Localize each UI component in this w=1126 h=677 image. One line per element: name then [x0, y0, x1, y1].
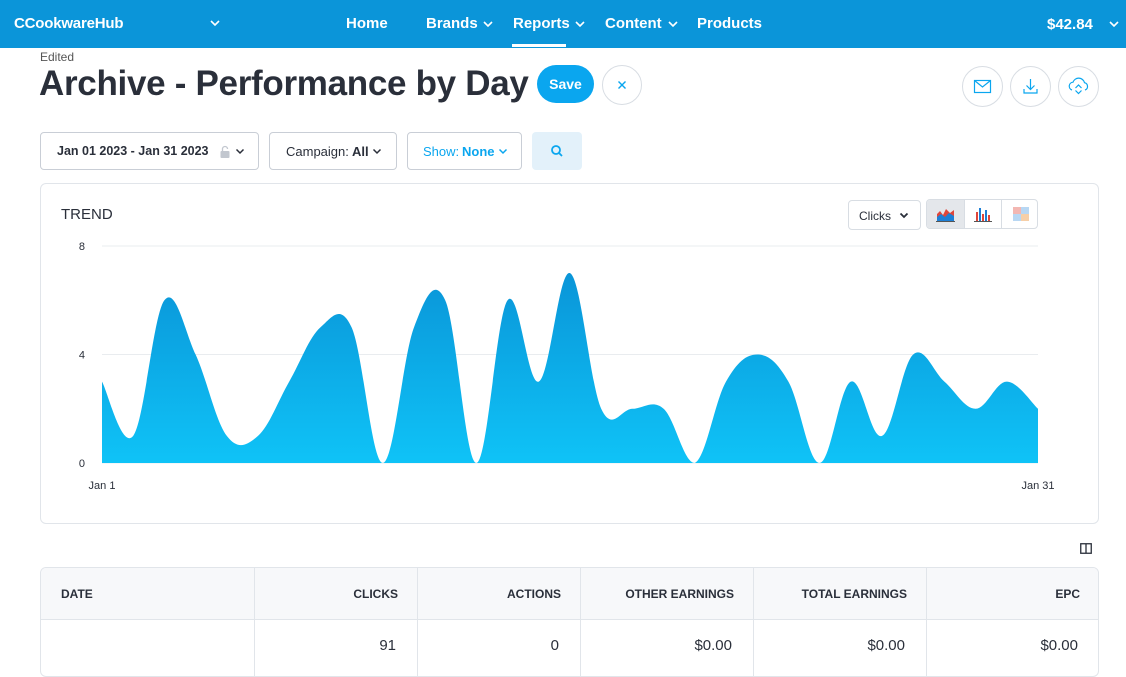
column-divider [926, 568, 927, 676]
discard-button[interactable] [602, 65, 642, 105]
campaign-filter-label: Campaign: [286, 144, 349, 159]
save-button[interactable]: Save [537, 65, 594, 103]
trend-chart: 0 4 8 Jan 1 Jan 31 [79, 241, 1055, 492]
column-header-clicks[interactable]: CLICKS [353, 587, 398, 601]
performance-table: DATE CLICKS ACTIONS OTHER EARNINGS TOTAL… [40, 567, 1099, 677]
cell-total-earnings: $0.00 [867, 637, 905, 654]
page-title: Archive - Performance by Day [39, 64, 529, 103]
cell-other-earnings: $0.00 [694, 637, 732, 654]
campaign-filter-value: All [352, 144, 369, 159]
area-chart-toggle[interactable] [927, 200, 964, 228]
chevron-down-icon[interactable] [667, 19, 679, 29]
nav-item-content[interactable]: Content [605, 15, 662, 32]
metric-select[interactable]: Clicks [848, 200, 921, 230]
clicks-area-series [102, 272, 1038, 463]
show-filter-value: None [462, 144, 495, 159]
heatmap-icon [1013, 207, 1029, 221]
chevron-down-icon[interactable] [482, 19, 494, 29]
download-icon [1023, 79, 1038, 94]
column-header-total-earnings[interactable]: TOTAL EARNINGS [801, 587, 907, 601]
chevron-down-icon [372, 148, 382, 155]
x-tick-label: Jan 1 [89, 480, 116, 492]
trend-title: TREND [61, 206, 113, 223]
chevron-down-icon [498, 148, 508, 155]
nav-item-home[interactable]: Home [346, 15, 388, 32]
area-chart-icon [936, 209, 955, 222]
nav-item-reports[interactable]: Reports [513, 15, 570, 32]
bar-chart-icon [974, 208, 992, 222]
trend-card: TREND Clicks [40, 183, 1099, 524]
column-divider [417, 568, 418, 676]
cell-clicks: 91 [379, 637, 396, 654]
account-balance[interactable]: $42.84 [1047, 16, 1093, 33]
nav-item-brands[interactable]: Brands [426, 15, 478, 32]
column-header-date[interactable]: DATE [61, 587, 93, 601]
envelope-icon [973, 79, 992, 94]
chevron-down-icon [235, 148, 245, 155]
column-divider [753, 568, 754, 676]
column-header-actions[interactable]: ACTIONS [507, 587, 561, 601]
chevron-down-icon[interactable] [209, 18, 221, 28]
campaign-filter[interactable]: Campaign: All [269, 132, 397, 170]
y-tick-label: 4 [79, 350, 85, 362]
nav-item-products[interactable]: Products [697, 15, 763, 32]
brand-selector-label[interactable]: CCookwareHub [14, 15, 124, 32]
date-range-value: Jan 01 2023 - Jan 31 2023 [57, 144, 209, 158]
top-navigation-bar: CCookwareHub Home Brands Reports Content… [0, 0, 1126, 48]
search-icon [551, 145, 563, 157]
bar-chart-toggle[interactable] [964, 200, 1001, 228]
chevron-down-icon[interactable] [1108, 19, 1120, 29]
y-tick-label: 0 [79, 458, 85, 470]
date-range-picker[interactable]: Jan 01 2023 - Jan 31 2023 [40, 132, 259, 170]
chart-type-toggle [926, 199, 1038, 229]
cloud-sync-icon [1068, 77, 1089, 95]
chevron-down-icon [899, 212, 909, 219]
columns-icon[interactable] [1080, 543, 1092, 554]
table-header-row: DATE CLICKS ACTIONS OTHER EARNINGS TOTAL… [41, 568, 1098, 620]
cell-epc: $0.00 [1040, 637, 1078, 654]
cell-actions: 0 [550, 637, 559, 654]
edited-status: Edited [40, 50, 75, 64]
download-button[interactable] [1010, 66, 1051, 107]
column-divider [580, 568, 581, 676]
column-divider [254, 568, 255, 676]
show-filter[interactable]: Show: None [407, 132, 522, 170]
close-icon [618, 81, 626, 89]
search-button[interactable] [532, 132, 582, 170]
x-tick-label: Jan 31 [1021, 480, 1054, 492]
column-header-other-earnings[interactable]: OTHER EARNINGS [625, 587, 734, 601]
cloud-sync-button[interactable] [1058, 66, 1099, 107]
email-report-button[interactable] [962, 66, 1003, 107]
column-header-epc[interactable]: EPC [1055, 587, 1080, 601]
table-chart-toggle[interactable] [1001, 200, 1037, 228]
y-tick-label: 8 [79, 241, 85, 253]
metric-select-value: Clicks [859, 209, 891, 223]
active-nav-indicator [512, 44, 566, 47]
chevron-down-icon[interactable] [574, 19, 586, 29]
show-filter-label: Show: [423, 144, 460, 159]
lock-icon [220, 145, 230, 158]
